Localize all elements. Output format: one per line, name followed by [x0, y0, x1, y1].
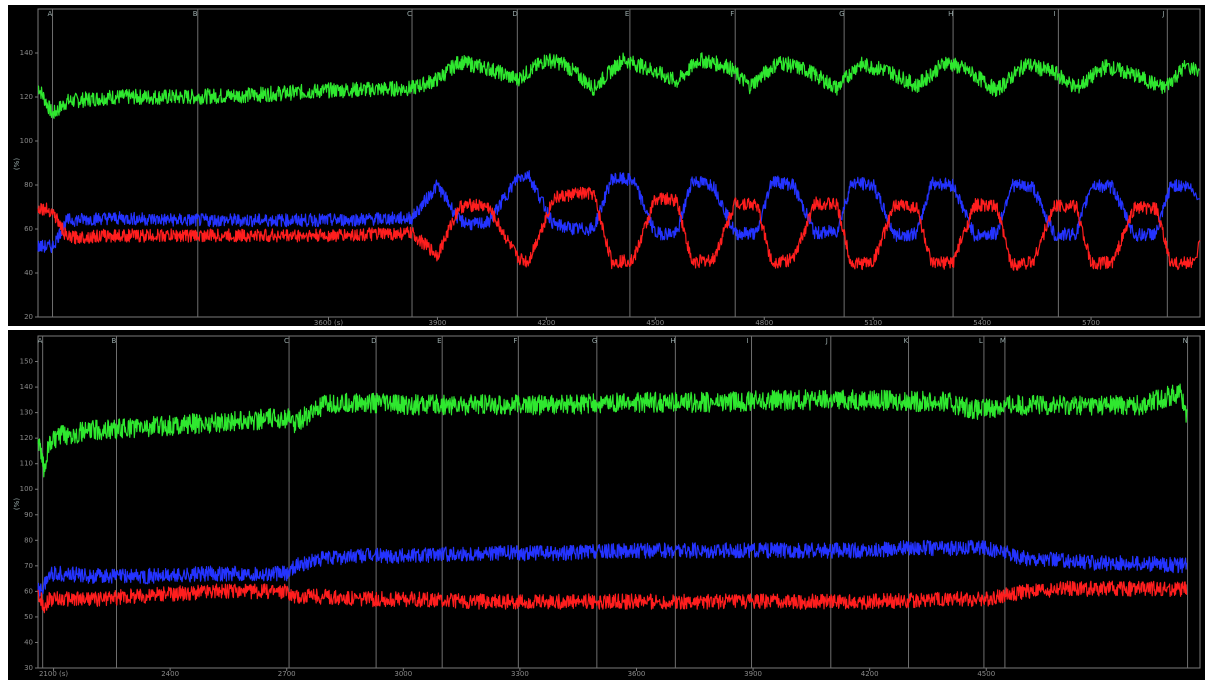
- x-tick-label: 4500: [646, 319, 664, 326]
- event-label: I: [1053, 10, 1055, 18]
- x-tick-label: 3300: [511, 670, 529, 678]
- y-tick-label: 140: [20, 383, 33, 391]
- plot-frame: [37, 335, 1201, 669]
- y-tick-label: 70: [24, 562, 33, 570]
- event-label: D: [371, 337, 376, 345]
- event-label: G: [839, 10, 844, 18]
- event-label: H: [948, 10, 953, 18]
- event-label: J: [1161, 10, 1164, 18]
- total-series-line: [37, 580, 1188, 614]
- y-tick-label: 30: [24, 664, 33, 672]
- y-tick-label: 60: [24, 587, 33, 595]
- deoxygenated-series-line: [37, 170, 1201, 254]
- top-chart-panel: 20 40 60 80 100 120 140 3600 (s) 3900 4200 4500 480…: [8, 5, 1205, 326]
- x-tick-label: 3600: [628, 670, 646, 678]
- x-tick-label: 3600 (s): [314, 319, 343, 326]
- event-label: A: [38, 337, 43, 345]
- event-label: C: [284, 337, 289, 345]
- x-tick-label: 2400: [161, 670, 179, 678]
- x-tick-label: 4800: [755, 319, 773, 326]
- bottom-y-axis-label: (%): [13, 497, 22, 511]
- y-tick-label: 80: [24, 536, 33, 544]
- event-label: K: [904, 337, 909, 345]
- x-tick-label: 5400: [973, 319, 991, 326]
- x-tick-label: 5700: [1082, 319, 1100, 326]
- event-label: A: [48, 10, 53, 18]
- event-label: F: [730, 10, 734, 18]
- y-tick-label: 80: [24, 181, 33, 189]
- y-tick-label: 150: [20, 358, 33, 366]
- y-tick-label: 110: [20, 460, 33, 468]
- event-label: L: [979, 337, 983, 345]
- event-label: J: [825, 337, 828, 345]
- event-label: H: [670, 337, 675, 345]
- event-label: B: [193, 10, 198, 18]
- plot-frame: [37, 8, 1201, 318]
- x-tick-label: 2700: [278, 670, 296, 678]
- oxygenated-series-line: [37, 52, 1201, 119]
- x-tick-label: 2100 (s): [39, 670, 68, 678]
- event-label: B: [112, 337, 117, 345]
- event-label: M: [1000, 337, 1006, 345]
- x-tick-label: 3900: [744, 670, 762, 678]
- total-series-line: [37, 186, 1201, 271]
- event-label: F: [513, 337, 517, 345]
- y-tick-label: 140: [20, 49, 33, 57]
- y-tick-label: 100: [20, 137, 33, 145]
- y-tick-label: 40: [24, 269, 33, 277]
- x-tick-label: 5100: [864, 319, 882, 326]
- oxygenated-series-line: [37, 383, 1188, 478]
- y-tick-label: 60: [24, 225, 33, 233]
- top-y-axis-label: (%): [13, 157, 22, 171]
- event-label: C: [407, 10, 412, 18]
- bottom-chart-panel: 30 40 50 60 70 80 90 100 110 120 130 140 150 2100 (s)…: [8, 330, 1205, 680]
- y-tick-label: 120: [20, 93, 33, 101]
- x-tick-label: 3900: [429, 319, 447, 326]
- y-tick-label: 90: [24, 511, 33, 519]
- event-label: I: [747, 337, 749, 345]
- y-tick-label: 130: [20, 409, 33, 417]
- x-tick-label: 4200: [861, 670, 879, 678]
- event-label: E: [625, 10, 629, 18]
- bottom-chart: 30 40 50 60 70 80 90 100 110 120 130 140 150 2100 (s)…: [20, 335, 1201, 678]
- event-label: N: [1183, 337, 1188, 345]
- x-tick-label: 3000: [394, 670, 412, 678]
- event-label: E: [437, 337, 441, 345]
- event-label: D: [512, 10, 517, 18]
- event-label: G: [592, 337, 597, 345]
- y-tick-label: 20: [24, 313, 33, 321]
- x-tick-label: 4500: [977, 670, 995, 678]
- top-chart: 20 40 60 80 100 120 140 3600 (s) 3900 4200 4500 480…: [20, 8, 1201, 326]
- x-tick-label: 4200: [537, 319, 555, 326]
- y-tick-label: 100: [20, 485, 33, 493]
- deoxygenated-series-line: [37, 539, 1188, 599]
- y-tick-label: 40: [24, 638, 33, 646]
- y-tick-label: 50: [24, 613, 33, 621]
- y-tick-label: 120: [20, 434, 33, 442]
